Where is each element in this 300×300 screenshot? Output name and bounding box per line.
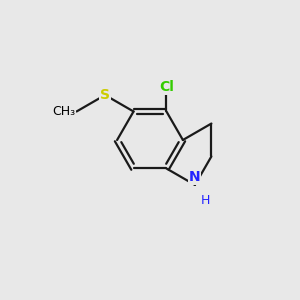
- Text: CH₃: CH₃: [52, 105, 75, 118]
- Text: Cl: Cl: [159, 80, 174, 94]
- Text: S: S: [100, 88, 110, 102]
- Text: H: H: [200, 194, 210, 206]
- Text: N: N: [189, 170, 201, 184]
